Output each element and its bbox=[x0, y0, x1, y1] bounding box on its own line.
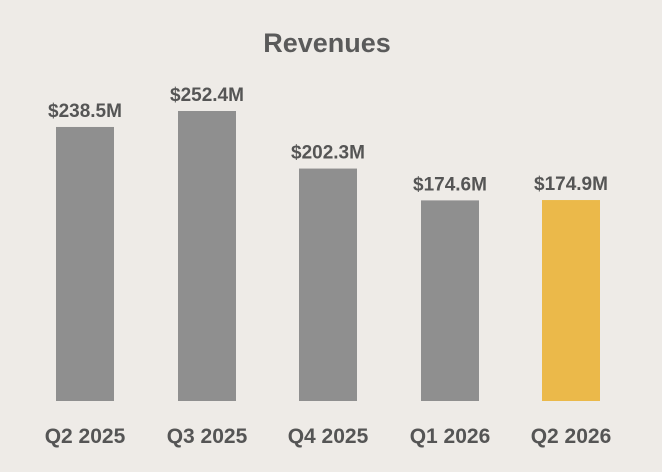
data-label: $238.5M bbox=[48, 101, 122, 122]
chart-title: Revenues bbox=[263, 28, 391, 58]
bars-group bbox=[56, 111, 600, 402]
x-axis-labels-group: Q2 2025 Q3 2025 Q4 2025 Q1 2026 Q2 2026 bbox=[45, 425, 612, 448]
x-tick-label: Q2 2025 bbox=[45, 425, 126, 448]
x-tick-label: Q2 2026 bbox=[531, 425, 612, 448]
bar-q2-2026 bbox=[542, 200, 600, 401]
x-tick-label: Q3 2025 bbox=[167, 425, 248, 448]
bar-q4-2025 bbox=[299, 168, 357, 401]
bar-q1-2026 bbox=[421, 200, 479, 401]
x-tick-label: Q4 2025 bbox=[288, 425, 369, 448]
bar-q2-2025 bbox=[56, 126, 114, 402]
data-labels-group: $238.5M $252.4M $202.3M $174.6M $174.9M bbox=[48, 85, 608, 195]
data-label: $174.6M bbox=[413, 174, 487, 195]
data-label: $202.3M bbox=[291, 143, 365, 164]
bar-q3-2025 bbox=[178, 111, 236, 401]
data-label: $252.4M bbox=[170, 85, 244, 106]
data-label: $174.9M bbox=[534, 174, 608, 195]
x-tick-label: Q1 2026 bbox=[410, 425, 491, 448]
